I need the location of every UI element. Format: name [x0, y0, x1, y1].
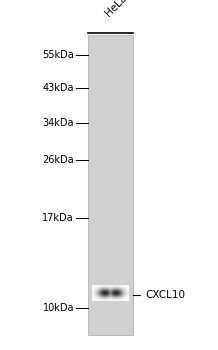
Text: 10kDa: 10kDa [43, 303, 74, 313]
Text: 34kDa: 34kDa [43, 118, 74, 128]
Text: HeLa: HeLa [103, 0, 129, 18]
Text: 17kDa: 17kDa [42, 213, 74, 223]
Bar [88, 35, 133, 335]
Text: 43kDa: 43kDa [43, 83, 74, 93]
Text: CXCL10: CXCL10 [145, 290, 185, 300]
Text: 26kDa: 26kDa [42, 155, 74, 165]
Text: 55kDa: 55kDa [42, 50, 74, 60]
